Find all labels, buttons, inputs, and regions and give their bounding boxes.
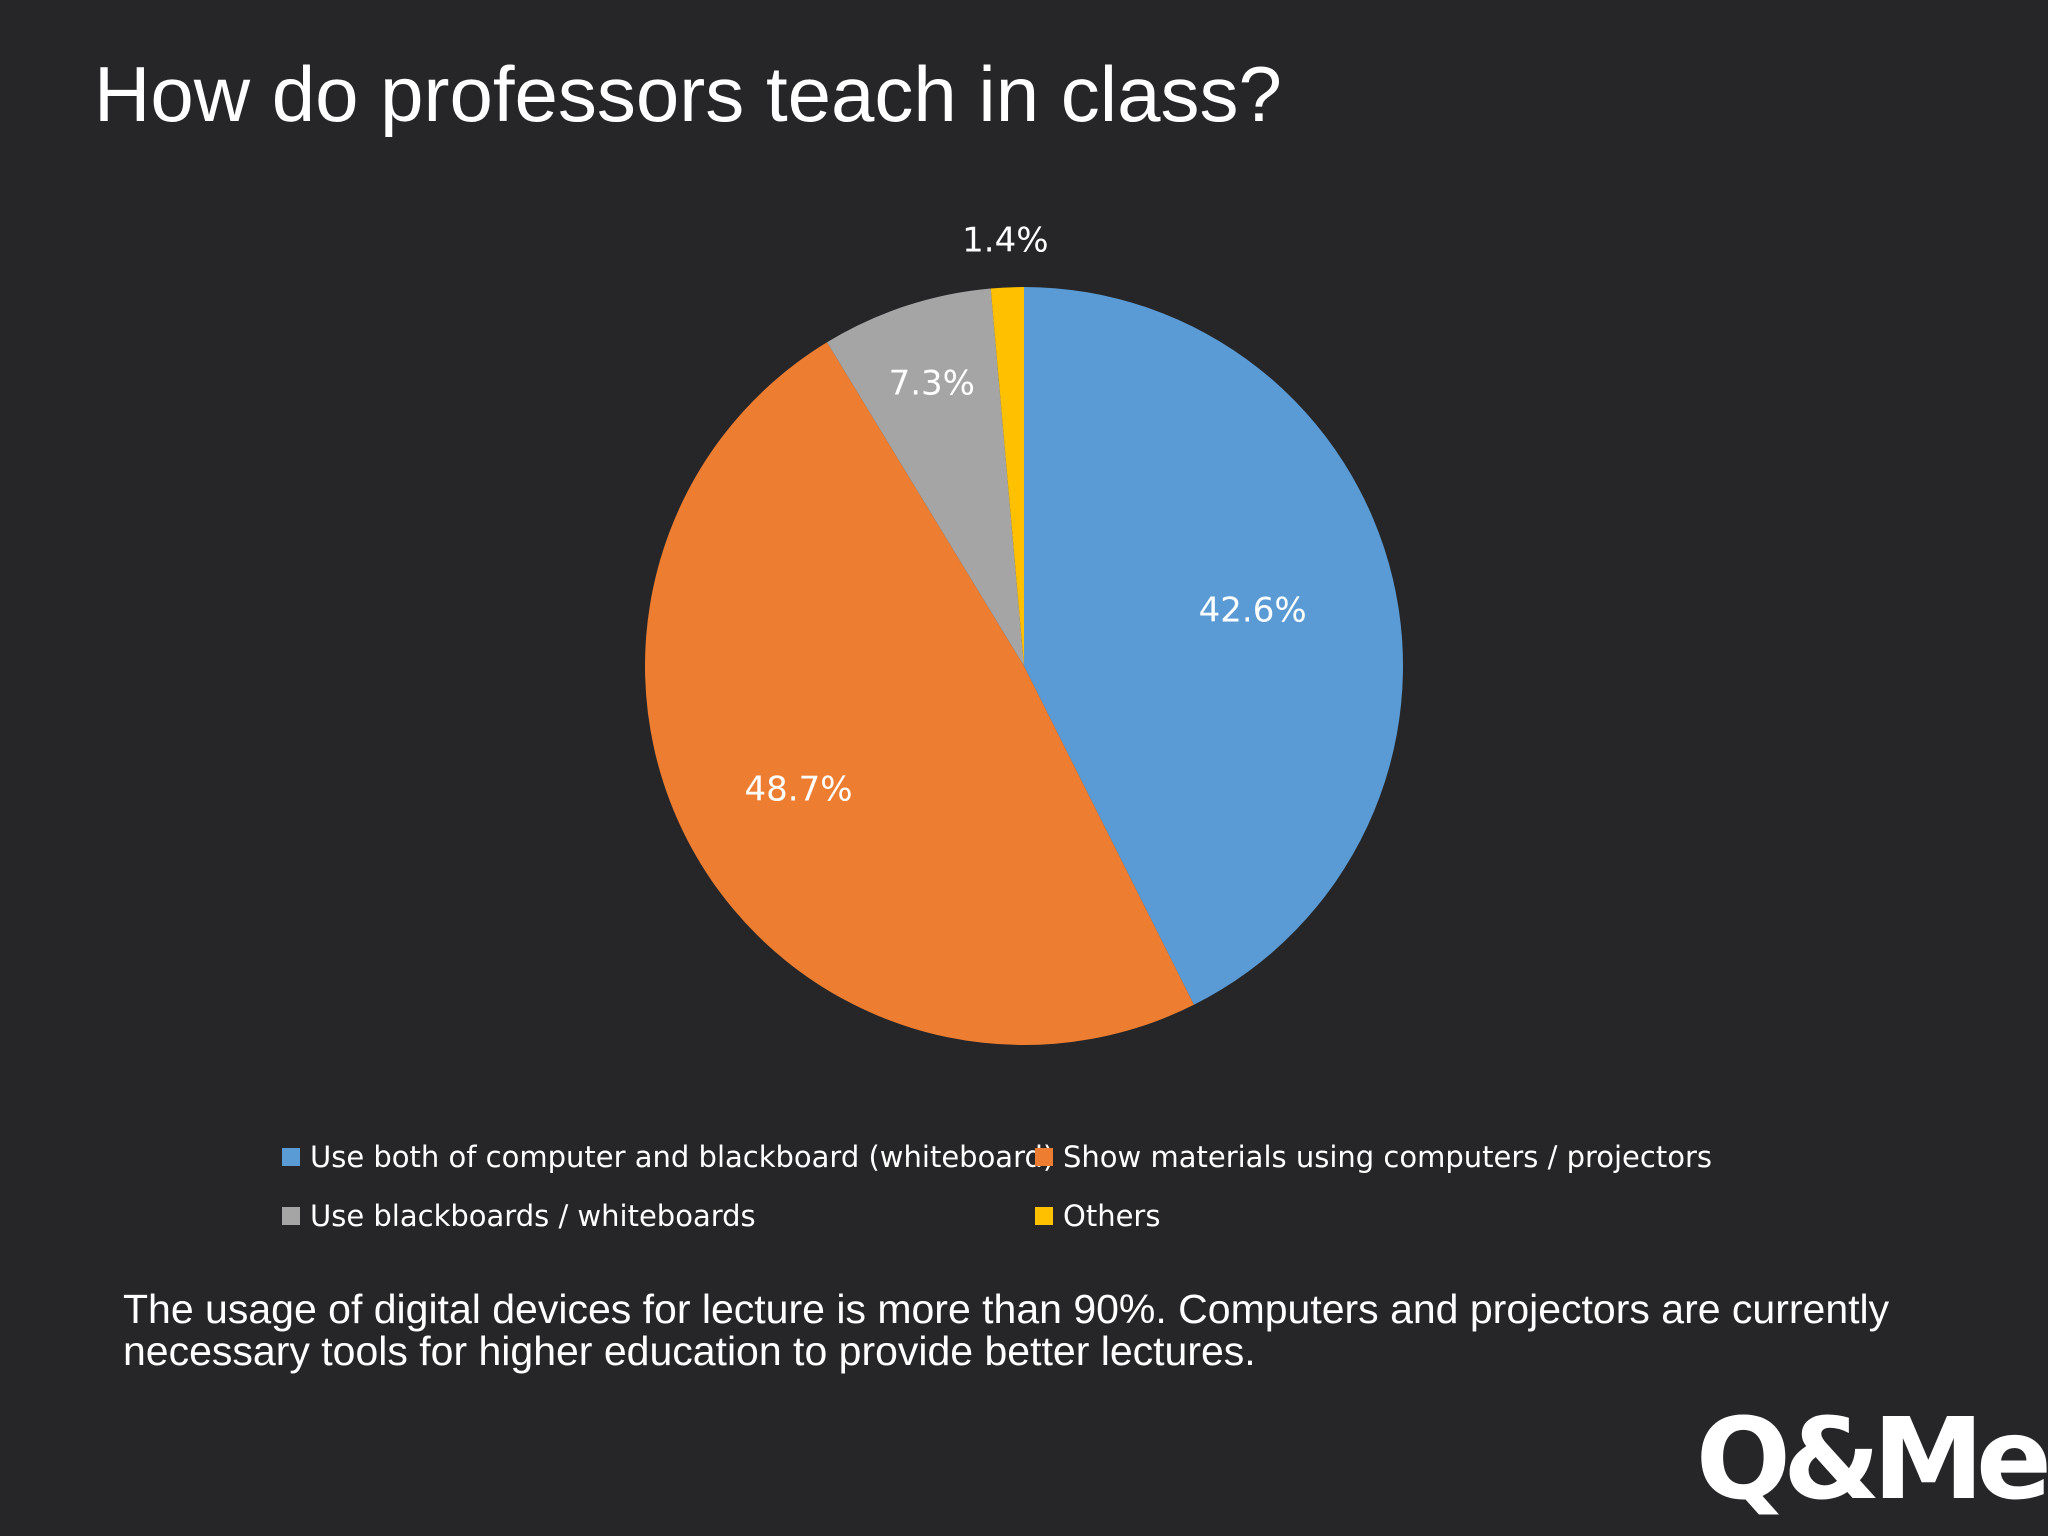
pie-slice-computer-and-blackboard bbox=[1024, 287, 1404, 1005]
data-label-blackboards: 7.3% bbox=[889, 364, 975, 404]
pie-slice-computers-projectors bbox=[644, 342, 1194, 1046]
legend-label: Others bbox=[1063, 1199, 1161, 1233]
legend-item-computers-projectors: Show materials using computers / project… bbox=[1035, 1140, 1712, 1174]
legend-label: Use blackboards / whiteboards bbox=[310, 1199, 756, 1233]
data-label-others: 1.4% bbox=[962, 220, 1048, 260]
legend-item-others: Others bbox=[1035, 1199, 1160, 1233]
brand-logo: Q&Me bbox=[1695, 1395, 2048, 1525]
legend-label: Show materials using computers / project… bbox=[1063, 1140, 1712, 1174]
legend-item-blackboards: Use blackboards / whiteboards bbox=[282, 1199, 756, 1233]
legend-swatch bbox=[282, 1148, 300, 1166]
pie-chart: 42.6% 48.7% 7.3% 1.4% bbox=[644, 220, 1404, 1046]
legend-swatch bbox=[1035, 1148, 1053, 1166]
legend-swatch bbox=[282, 1207, 300, 1225]
legend-swatch bbox=[1035, 1207, 1053, 1225]
pie-slice-blackboards bbox=[826, 288, 1024, 666]
data-label-computer-and-blackboard: 42.6% bbox=[1199, 590, 1307, 630]
slide-title: How do professors teach in class? bbox=[94, 50, 1282, 138]
legend-label: Use both of computer and blackboard (whi… bbox=[310, 1140, 1055, 1174]
pie-slice-others bbox=[990, 287, 1024, 666]
legend-item-computer-and-blackboard: Use both of computer and blackboard (whi… bbox=[282, 1140, 1054, 1174]
data-label-computers-projectors: 48.7% bbox=[745, 769, 853, 809]
slide-caption: The usage of digital devices for lecture… bbox=[123, 1286, 1890, 1374]
